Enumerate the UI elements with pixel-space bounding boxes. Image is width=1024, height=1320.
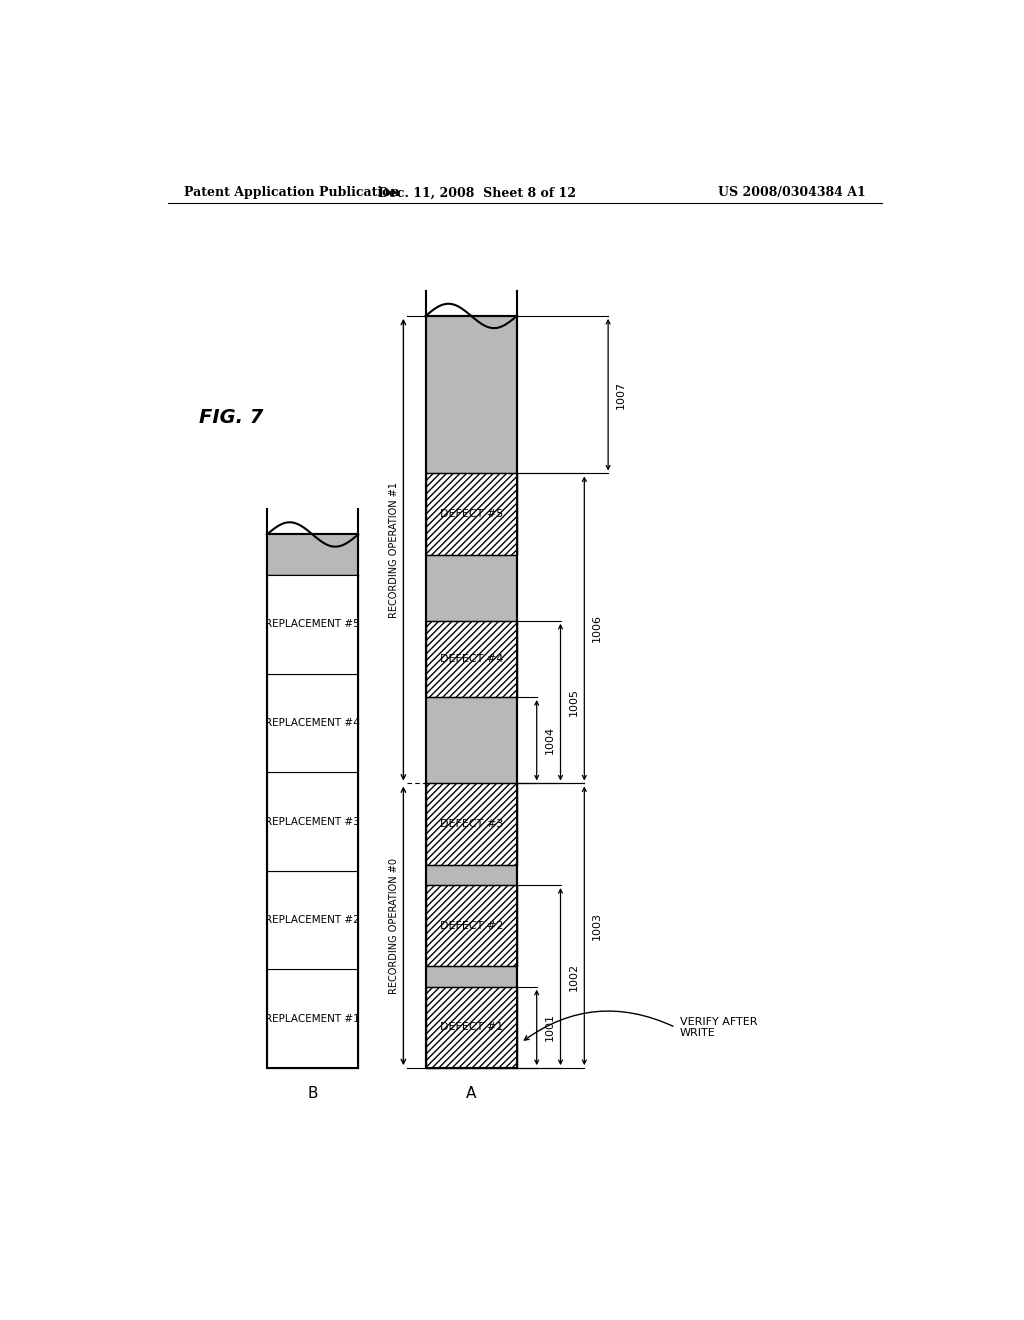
Text: B: B	[307, 1086, 317, 1101]
Text: RECORDING OPERATION #0: RECORDING OPERATION #0	[389, 858, 399, 994]
Text: 1007: 1007	[616, 380, 626, 409]
Text: REPLACEMENT #3: REPLACEMENT #3	[265, 817, 359, 826]
Bar	[267, 772, 358, 871]
Text: REPLACEMENT #5: REPLACEMENT #5	[265, 619, 359, 630]
Bar	[426, 620, 517, 697]
Text: DEFECT #2: DEFECT #2	[439, 921, 503, 931]
Text: 1002: 1002	[568, 962, 579, 991]
Text: DEFECT #3: DEFECT #3	[439, 820, 503, 829]
Text: DEFECT #5: DEFECT #5	[439, 510, 503, 519]
Text: FIG. 7: FIG. 7	[200, 408, 264, 428]
Text: DEFECT #1: DEFECT #1	[439, 1023, 503, 1032]
Text: US 2008/0304384 A1: US 2008/0304384 A1	[718, 186, 866, 199]
Text: Patent Application Publication: Patent Application Publication	[183, 186, 399, 199]
Text: RECORDING OPERATION #1: RECORDING OPERATION #1	[389, 482, 399, 618]
Text: 1004: 1004	[545, 726, 555, 754]
Bar	[267, 673, 358, 772]
Bar	[426, 987, 517, 1068]
Text: 1003: 1003	[592, 912, 602, 940]
Text: 1005: 1005	[568, 688, 579, 717]
Text: DEFECT #4: DEFECT #4	[439, 653, 503, 664]
Bar	[426, 784, 517, 865]
Text: REPLACEMENT #2: REPLACEMENT #2	[265, 915, 359, 925]
Text: 1006: 1006	[592, 615, 602, 643]
Bar	[267, 871, 358, 969]
Bar	[267, 535, 358, 1068]
Bar	[426, 315, 517, 1068]
Bar	[426, 315, 517, 1068]
Bar	[267, 535, 358, 1068]
Bar	[267, 535, 358, 576]
Bar	[426, 474, 517, 554]
Bar	[267, 969, 358, 1068]
Text: A: A	[466, 1086, 476, 1101]
Bar	[267, 576, 358, 673]
Text: REPLACEMENT #1: REPLACEMENT #1	[265, 1014, 359, 1024]
Bar	[426, 886, 517, 966]
Text: Dec. 11, 2008  Sheet 8 of 12: Dec. 11, 2008 Sheet 8 of 12	[378, 186, 577, 199]
Text: 1001: 1001	[545, 1014, 555, 1041]
Text: VERIFY AFTER
WRITE: VERIFY AFTER WRITE	[680, 1016, 757, 1039]
Text: REPLACEMENT #4: REPLACEMENT #4	[265, 718, 359, 729]
